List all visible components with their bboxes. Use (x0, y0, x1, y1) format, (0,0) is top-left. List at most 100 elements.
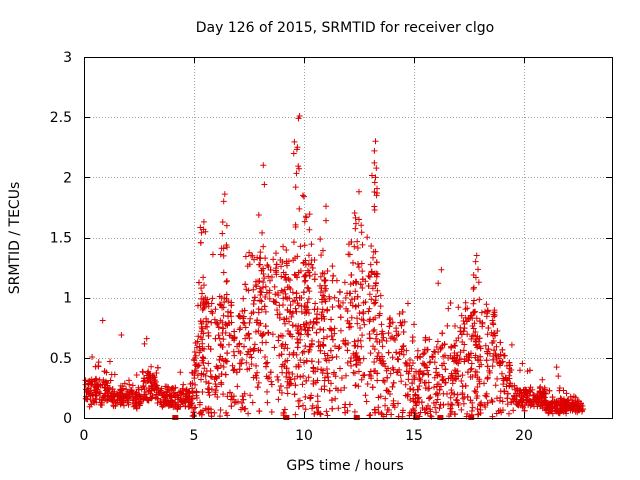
data-point (400, 329, 407, 336)
data-point (484, 308, 491, 315)
data-point (260, 279, 267, 286)
data-point (306, 288, 313, 295)
data-point (451, 367, 458, 374)
data-point (86, 378, 93, 385)
data-point (262, 283, 269, 290)
data-point (274, 373, 281, 380)
data-point (182, 403, 189, 410)
data-point (312, 300, 319, 307)
data-point (369, 285, 376, 292)
data-point (433, 365, 440, 372)
data-point (273, 271, 280, 278)
data-point (289, 322, 296, 329)
data-point (172, 400, 179, 407)
data-point (140, 396, 147, 403)
data-point (336, 344, 343, 351)
data-point (223, 295, 230, 302)
data-point (352, 225, 359, 232)
data-point (225, 341, 232, 348)
data-point (483, 313, 490, 320)
data-point (300, 259, 307, 266)
data-point (189, 389, 196, 396)
data-point (239, 356, 246, 363)
data-point (493, 343, 500, 350)
data-point (148, 363, 155, 370)
data-point (471, 297, 478, 304)
data-point (290, 239, 297, 246)
data-point (506, 375, 513, 382)
data-point (220, 325, 227, 332)
data-point (219, 230, 226, 237)
data-point (499, 358, 506, 365)
data-point (357, 359, 364, 366)
data-point (412, 368, 419, 375)
data-point (351, 370, 358, 377)
axis-ticks (84, 57, 612, 419)
data-point (344, 347, 351, 354)
data-point (455, 304, 462, 311)
data-point (367, 412, 374, 419)
data-point (92, 363, 99, 370)
data-point (324, 307, 331, 314)
data-point (295, 163, 302, 170)
data-point (224, 277, 231, 284)
y-tick-label: 3 (63, 50, 72, 66)
data-point (145, 388, 152, 395)
data-point (213, 375, 220, 382)
data-point (327, 347, 334, 354)
data-point (358, 229, 365, 236)
data-point (387, 320, 394, 327)
y-axis-label: SRMTID / TECUs (7, 182, 23, 295)
data-point (289, 333, 296, 340)
data-point (280, 243, 287, 250)
data-point (365, 308, 372, 315)
data-point (236, 326, 243, 333)
data-point (468, 365, 475, 372)
data-point (265, 330, 272, 337)
data-point (452, 342, 459, 349)
data-point (176, 389, 183, 396)
data-point (267, 369, 274, 376)
data-point (290, 298, 297, 305)
data-point (203, 378, 210, 385)
data-point (388, 411, 395, 418)
data-point (451, 342, 458, 349)
data-point (294, 373, 301, 380)
data-point (466, 354, 473, 361)
data-point (426, 359, 433, 366)
data-point (375, 349, 382, 356)
data-point (498, 370, 505, 377)
data-point (350, 259, 357, 266)
data-point (311, 276, 318, 283)
data-point (352, 361, 359, 368)
data-point (385, 330, 392, 337)
data-point (198, 285, 205, 292)
data-point (500, 375, 507, 382)
data-point (319, 306, 326, 313)
data-point (425, 371, 432, 378)
data-point (242, 324, 249, 331)
data-point (431, 384, 438, 391)
data-point (556, 387, 563, 394)
data-point (220, 252, 227, 259)
data-point (324, 370, 331, 377)
data-point (219, 330, 226, 337)
data-point (248, 310, 255, 317)
data-point (371, 358, 378, 365)
data-point (468, 360, 475, 367)
data-point (382, 395, 389, 402)
data-point (278, 287, 285, 294)
data-point (266, 277, 273, 284)
data-point (300, 373, 307, 380)
data-point (280, 288, 287, 295)
data-point (203, 315, 210, 322)
data-point (334, 387, 341, 394)
data-point (254, 317, 261, 324)
data-point (303, 321, 310, 328)
data-point (553, 364, 560, 371)
data-point (274, 307, 281, 314)
data-point (449, 401, 456, 408)
data-point (330, 272, 337, 279)
zero-value-marker (353, 415, 360, 420)
data-point (168, 385, 175, 392)
